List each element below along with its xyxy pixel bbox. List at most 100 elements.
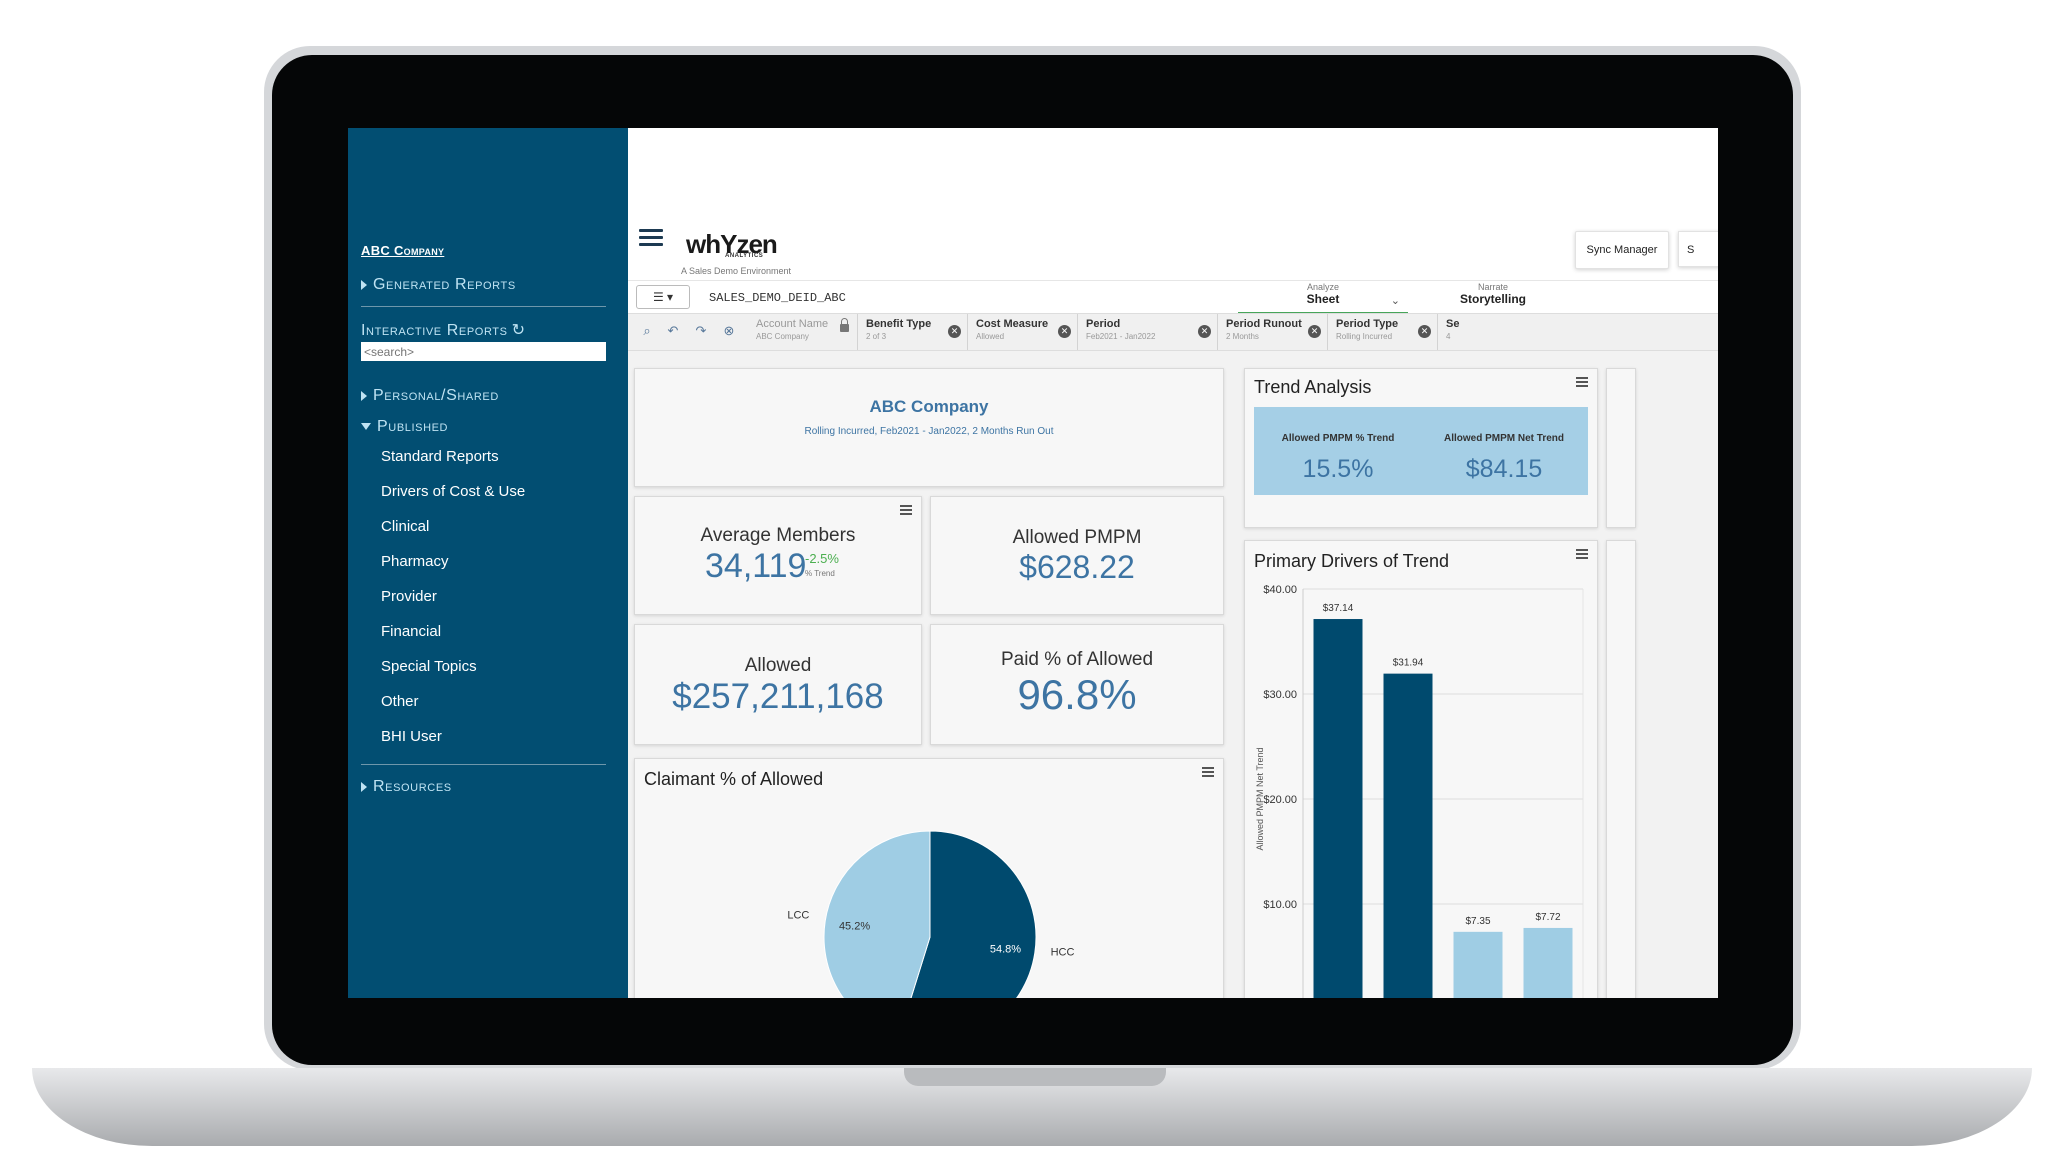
- sidebar-item-bhi-user[interactable]: BHI User: [381, 728, 442, 745]
- main-area: whYzen ANALYTICS A Sales Demo Environmen…: [628, 128, 1718, 998]
- caret-right-icon: [361, 390, 367, 401]
- clear-filter-icon[interactable]: ✕: [1418, 325, 1431, 338]
- caret-right-icon: [361, 279, 367, 290]
- allowed-value: $257,211,168: [672, 677, 884, 716]
- step-back-icon[interactable]: ↶: [667, 323, 679, 338]
- clear-filter-icon[interactable]: ✕: [1308, 325, 1321, 338]
- bar: [1523, 927, 1573, 998]
- sidebar-item-financial[interactable]: Financial: [381, 623, 442, 640]
- y-axis-label: Allowed PMPM Net Trend: [1255, 747, 1265, 850]
- trend-kpi-panel: Allowed PMPM % Trend 15.5% Allowed PMPM …: [1254, 407, 1588, 495]
- narrate-label: Narrate: [1477, 282, 1508, 292]
- refresh-icon[interactable]: ↻: [511, 322, 526, 339]
- bar-chart-title: Primary Drivers of Trend: [1254, 551, 1450, 571]
- summary-subtitle: Rolling Incurred, Feb2021 - Jan2022, 2 M…: [804, 426, 1054, 437]
- card-menu-icon[interactable]: [1202, 767, 1214, 777]
- sidebar-item-provider[interactable]: Provider: [381, 588, 437, 605]
- whyzen-logo: whYzen: [686, 229, 778, 259]
- trend-analysis-card: Trend Analysis Allowed PMPM % Trend 15.5…: [1244, 368, 1598, 528]
- sidebar-item-other[interactable]: Other: [381, 693, 419, 710]
- analyze-value: Sheet: [1306, 292, 1340, 306]
- hamburger-menu-icon[interactable]: [639, 229, 663, 247]
- filter-period-runout[interactable]: Period Runout 2 Months ✕: [1218, 314, 1328, 350]
- net-trend-value: $84.15: [1465, 455, 1543, 483]
- personal-shared-toggle[interactable]: Personal/Shared: [361, 387, 499, 405]
- filter-account-name[interactable]: Account Name ABC Company: [748, 314, 858, 350]
- paid-pct-value: 96.8%: [1017, 671, 1137, 718]
- sync-manager-button[interactable]: Sync Manager: [1575, 231, 1669, 269]
- pie-chart: 54.8% HCC 45.2% LCC: [787, 830, 1075, 998]
- clear-filter-icon[interactable]: ✕: [948, 325, 961, 338]
- pie-slice-lcc: [823, 830, 931, 998]
- sheet-bar: ☰ ▾ SALES_DEMO_DEID_ABC Analyze Sheet ⌄ …: [628, 280, 1718, 314]
- pie-chart-title: Claimant % of Allowed: [644, 769, 824, 789]
- card-menu-icon[interactable]: [1576, 549, 1588, 559]
- resources-toggle[interactable]: Resources: [361, 778, 452, 796]
- filter-period-type[interactable]: Period Type Rolling Incurred ✕: [1328, 314, 1438, 350]
- card-menu-icon[interactable]: [900, 505, 912, 515]
- bar: [1383, 673, 1433, 998]
- analyze-label: Analyze: [1306, 282, 1340, 292]
- resources-label: Resources: [373, 778, 452, 795]
- generated-reports-toggle[interactable]: Generated Reports: [361, 276, 516, 294]
- partial-card-right: [1606, 540, 1636, 998]
- allowed-pmpm-label: Allowed PMPM: [1012, 527, 1142, 548]
- filter-period[interactable]: Period Feb2021 - Jan2022 ✕: [1078, 314, 1218, 350]
- bar-value-label: $7.35: [1465, 916, 1490, 927]
- interactive-reports-heading: Interactive Reports ↻: [361, 320, 526, 340]
- logo-subtitle: ANALYTICS: [725, 253, 764, 259]
- allowed-label: Allowed: [744, 655, 812, 676]
- sidebar: ABC Company Generated Reports Interactiv…: [348, 128, 628, 998]
- selection-menu-button[interactable]: ☰ ▾: [636, 285, 690, 309]
- allowed-pmpm-card: Allowed PMPM $628.22: [930, 496, 1224, 615]
- clear-filter-icon[interactable]: ✕: [1058, 325, 1071, 338]
- bar: [1453, 931, 1503, 998]
- pie-slice-hcc: [910, 830, 1037, 998]
- sidebar-item-drivers[interactable]: Drivers of Cost & Use: [381, 483, 526, 500]
- trend-analysis-title: Trend Analysis: [1254, 377, 1372, 397]
- smart-search-icon[interactable]: ⌕: [643, 323, 651, 338]
- average-members-card: Average Members 34,119 -2.5% % Trend: [634, 496, 922, 615]
- filter-title: Period: [1086, 318, 1121, 330]
- report-search-input[interactable]: [361, 342, 606, 361]
- filter-title: Cost Measure: [976, 318, 1049, 330]
- step-forward-icon[interactable]: ↷: [695, 323, 707, 338]
- filter-value: Feb2021 - Jan2022: [1086, 332, 1156, 341]
- narrate-value: Storytelling: [1459, 292, 1526, 306]
- sidebar-item-standard-reports[interactable]: Standard Reports: [381, 448, 499, 465]
- sidebar-item-pharmacy[interactable]: Pharmacy: [381, 553, 449, 570]
- narrate-storytelling-tab[interactable]: Narrate Storytelling: [1418, 282, 1568, 306]
- sidebar-item-special-topics[interactable]: Special Topics: [381, 658, 477, 675]
- paid-pct-card: Paid % of Allowed 96.8%: [930, 624, 1224, 745]
- filter-cost-measure[interactable]: Cost Measure Allowed ✕: [968, 314, 1078, 350]
- filter-bar: ⌕ ↶ ↷ ⊗ Account Name ABC Company Benefit …: [628, 313, 1718, 351]
- top-bar: whYzen ANALYTICS A Sales Demo Environmen…: [628, 128, 1718, 280]
- filter-title: Period Runout: [1226, 318, 1302, 330]
- clear-filter-icon[interactable]: ✕: [1198, 325, 1211, 338]
- pie-category-label: LCC: [787, 910, 809, 922]
- filter-partial[interactable]: Se 4: [1438, 314, 1518, 350]
- filter-benefit-type[interactable]: Benefit Type 2 of 3 ✕: [858, 314, 968, 350]
- pie-value-label: 54.8%: [990, 943, 1021, 955]
- chevron-down-icon[interactable]: ⌄: [1390, 295, 1400, 307]
- published-toggle[interactable]: Published: [361, 418, 448, 436]
- filter-title: Se: [1446, 318, 1460, 330]
- bar-value-label: $37.14: [1323, 603, 1354, 614]
- clear-selections-icon[interactable]: ⊗: [723, 323, 735, 338]
- average-members-value: 34,119: [705, 547, 807, 585]
- divider: [361, 764, 606, 765]
- summary-title: ABC Company: [869, 397, 989, 416]
- card-menu-icon[interactable]: [1576, 377, 1588, 387]
- allowed-card: Allowed $257,211,168: [634, 624, 922, 745]
- y-tick-label: $40.00: [1263, 584, 1297, 596]
- filter-value: Rolling Incurred: [1336, 332, 1393, 341]
- overflow-button[interactable]: S: [1678, 231, 1718, 267]
- y-tick-label: $10.00: [1263, 899, 1297, 911]
- lock-icon: [840, 318, 849, 332]
- bar: [1313, 619, 1363, 998]
- filter-value: Allowed: [976, 332, 1005, 341]
- company-link[interactable]: ABC Company: [361, 243, 445, 258]
- analyze-sheet-tab[interactable]: Analyze Sheet ⌄: [1238, 282, 1408, 314]
- laptop-notch: [904, 1068, 1166, 1086]
- sidebar-item-clinical[interactable]: Clinical: [381, 518, 430, 535]
